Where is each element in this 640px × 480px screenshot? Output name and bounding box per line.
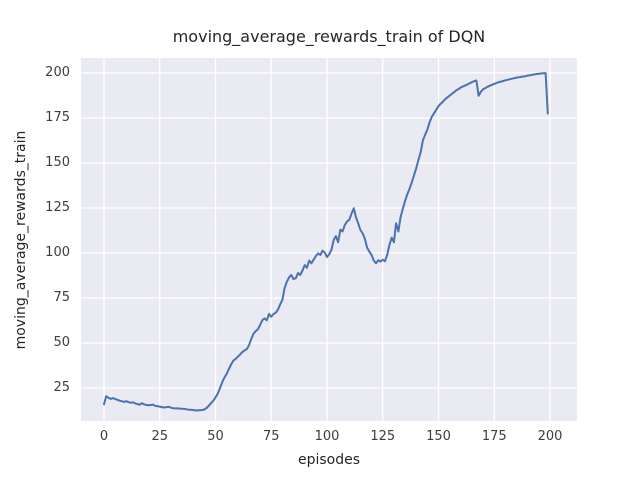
plot-area	[81, 58, 577, 421]
y-tick-label: 125	[45, 199, 70, 215]
plot-svg	[81, 58, 577, 421]
reward-line-series	[103, 72, 549, 412]
x-axis-label: episodes	[297, 452, 361, 468]
x-tick-label: 100	[314, 429, 340, 444]
y-tick-label: 75	[53, 290, 70, 306]
y-tick-label: 200	[45, 64, 70, 80]
x-tick-label: 125	[370, 429, 396, 444]
y-tick-label: 150	[45, 154, 70, 170]
y-tick-label: 25	[53, 380, 70, 396]
x-tick-label: 0	[99, 429, 109, 444]
grid-lines	[81, 58, 577, 421]
y-tick-label: 175	[45, 109, 70, 125]
x-tick-label: 200	[537, 429, 563, 444]
x-tick-label: 175	[481, 429, 507, 444]
y-tick-label: 50	[53, 335, 70, 351]
x-tick-label: 25	[151, 429, 168, 444]
x-tick-label: 75	[262, 429, 280, 444]
y-tick-label: 100	[45, 245, 70, 260]
chart-title: moving_average_rewards_train of DQN	[172, 27, 486, 46]
x-tick-label: 50	[207, 429, 224, 444]
x-tick-label: 150	[426, 429, 451, 444]
